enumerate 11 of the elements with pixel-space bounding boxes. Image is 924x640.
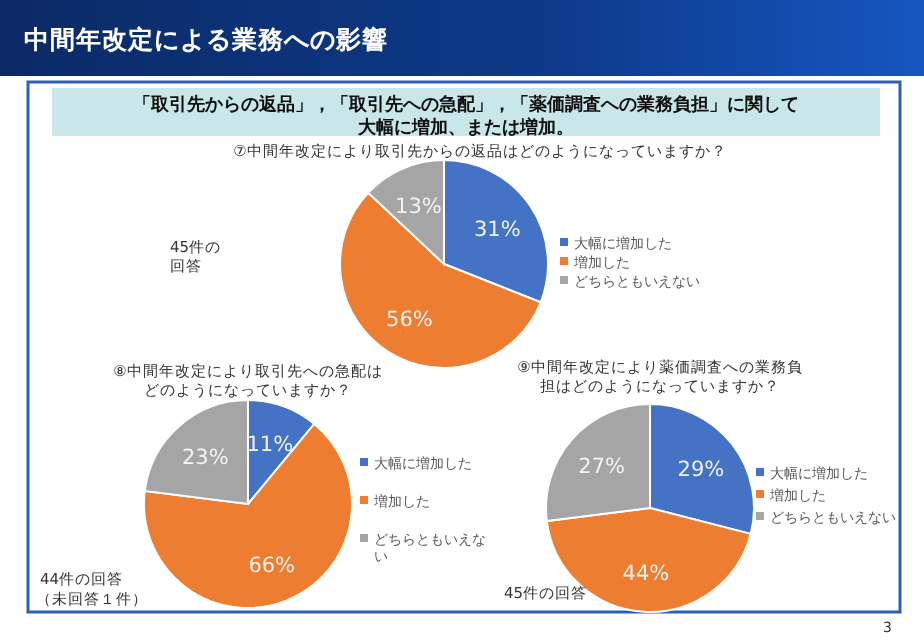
- data-label: 23%: [182, 445, 229, 470]
- data-label: 27%: [578, 455, 626, 480]
- data-label: 56%: [386, 308, 433, 333]
- text: 「取引先からの返品」，「取引先への急配」，「薬価調査への業務負担」に関して大幅に増加、または増加。: [133, 94, 799, 139]
- data-label: 31%: [473, 217, 521, 242]
- text: 中間年改定による業務への影響: [24, 24, 388, 54]
- data-label: 11%: [246, 433, 294, 458]
- data-label: 66%: [248, 553, 296, 578]
- data-label: 13%: [395, 194, 442, 219]
- data-label: 44%: [622, 562, 670, 587]
- data-label: 29%: [677, 458, 725, 483]
